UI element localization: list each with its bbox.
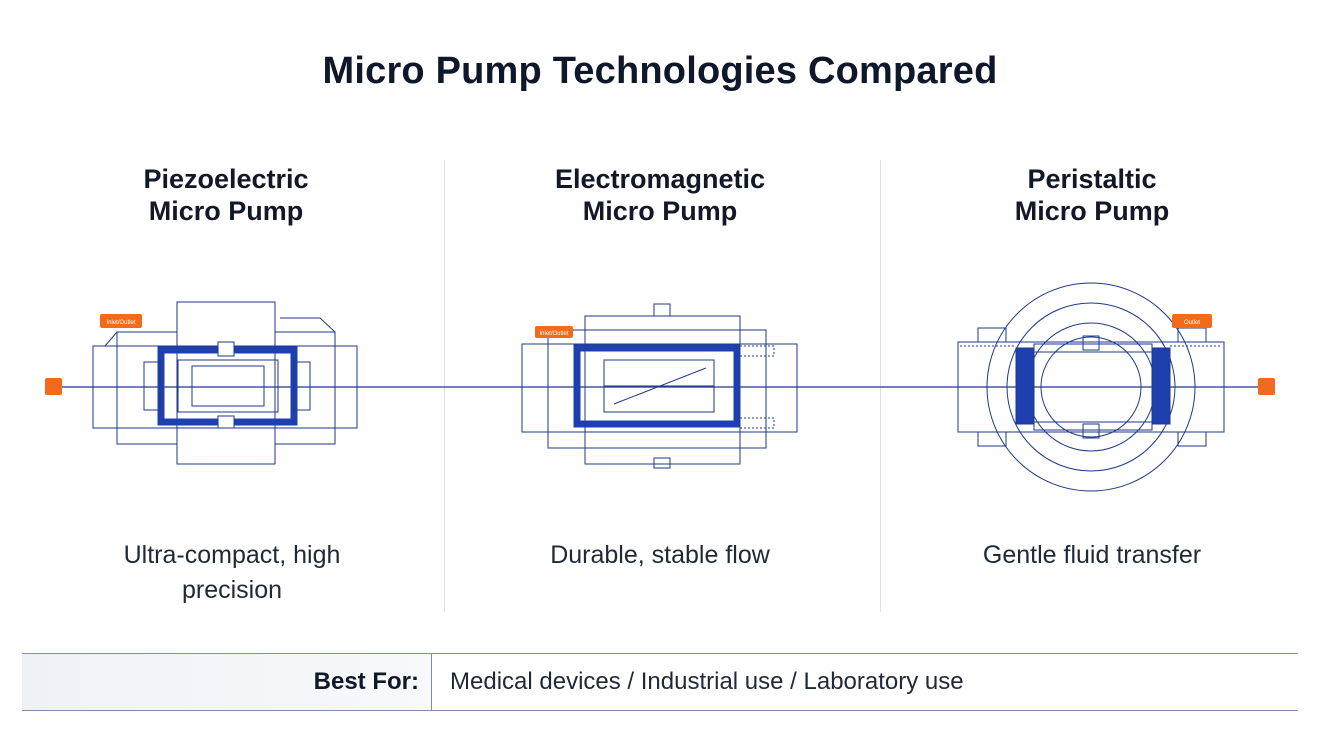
peristaltic-title-line1: Peristaltic: [1027, 164, 1157, 194]
electromagnetic-title: Electromagnetic Micro Pump: [480, 163, 840, 227]
column-divider-1: [444, 160, 445, 612]
peristaltic-pump-drawing: [957, 282, 1225, 492]
diagram-tag-2: Inlet/Outlet: [535, 326, 573, 338]
outlet-connector: [1258, 378, 1275, 395]
piezoelectric-desc-line1: Ultra-compact, high: [123, 541, 341, 569]
piezoelectric-description: Ultra-compact, high precision: [52, 538, 412, 608]
electromagnetic-pump-drawing: [521, 303, 798, 469]
diagram-tag-3-text: Outlet: [1184, 320, 1200, 326]
electromagnetic-title-line2: Micro Pump: [582, 196, 738, 226]
electromagnetic-desc-line1: Durable, stable flow: [550, 541, 770, 569]
piezoelectric-title: Piezoelectric Micro Pump: [46, 163, 406, 227]
best-for-value: Medical devices / Industrial use / Labor…: [450, 668, 964, 695]
piezoelectric-title-line1: Piezoelectric: [143, 164, 309, 194]
peristaltic-desc-line1: Gentle fluid transfer: [982, 541, 1202, 569]
electromagnetic-description: Durable, stable flow: [480, 538, 840, 573]
inlet-connector: [45, 378, 62, 395]
diagram-tag-1: Inlet/Outlet: [100, 314, 142, 328]
peristaltic-title-line2: Micro Pump: [1014, 196, 1170, 226]
electromagnetic-title-line1: Electromagnetic: [554, 164, 766, 194]
diagram-tag-1-text: Inlet/Outlet: [106, 320, 135, 326]
pump-diagrams: Inlet/Outlet Inlet/Outlet Outlet: [45, 282, 1275, 492]
best-for-label: Best For:: [22, 654, 432, 710]
diagram-tag-3: Outlet: [1172, 314, 1212, 328]
page-title: Micro Pump Technologies Compared: [322, 50, 998, 92]
piezoelectric-desc-line2: precision: [181, 576, 283, 604]
peristaltic-title: Peristaltic Micro Pump: [912, 163, 1272, 227]
piezoelectric-title-line2: Micro Pump: [148, 196, 304, 226]
piezoelectric-pump-drawing: [92, 301, 358, 465]
best-for-row: Best For: Medical devices / Industrial u…: [22, 653, 1298, 711]
column-divider-2: [880, 160, 881, 612]
diagram-tag-2-text: Inlet/Outlet: [539, 331, 568, 337]
peristaltic-description: Gentle fluid transfer: [912, 538, 1272, 573]
